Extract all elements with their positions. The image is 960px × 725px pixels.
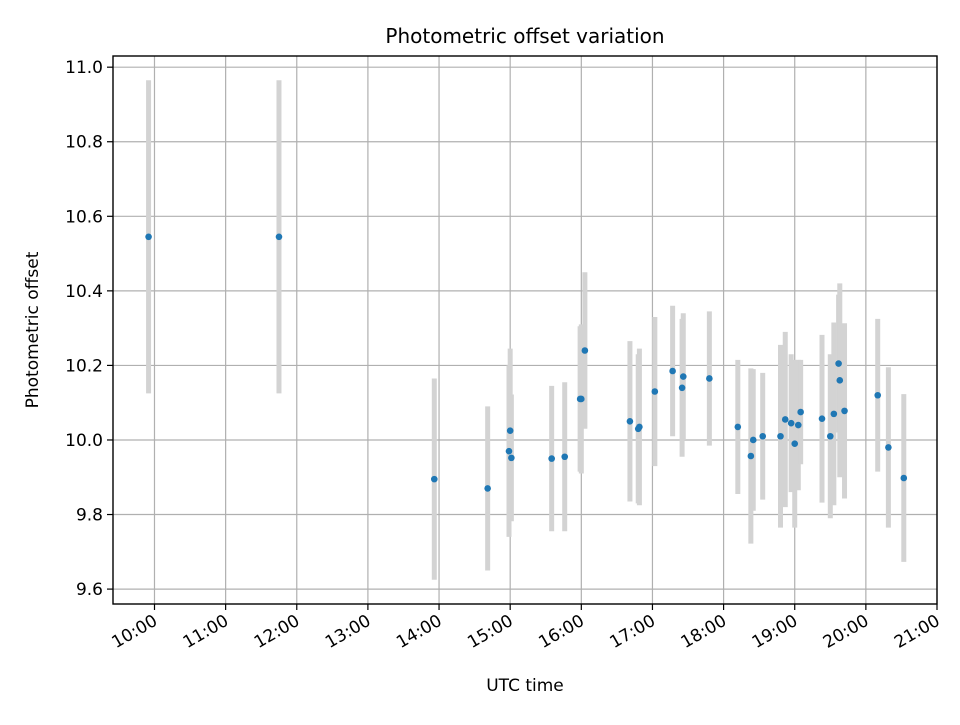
y-tick-label: 10.6 bbox=[65, 207, 103, 227]
x-tick-label: 17:00 bbox=[607, 611, 659, 653]
data-point bbox=[777, 432, 784, 440]
x-tick-label: 13:00 bbox=[322, 611, 374, 653]
x-tick-label: 19:00 bbox=[749, 611, 801, 653]
y-tick-label: 10.2 bbox=[65, 356, 103, 376]
data-point bbox=[835, 360, 842, 367]
y-tick-label: 9.8 bbox=[76, 506, 103, 526]
data-point bbox=[747, 452, 755, 460]
grid-layer bbox=[113, 56, 938, 604]
data-point bbox=[794, 421, 802, 429]
data-point bbox=[548, 455, 555, 462]
data-point bbox=[561, 453, 569, 461]
data-point bbox=[836, 377, 844, 384]
data-point bbox=[581, 347, 589, 354]
data-point bbox=[508, 454, 515, 462]
x-tick-label: 16:00 bbox=[535, 611, 587, 653]
x-tick-label: 21:00 bbox=[891, 611, 943, 653]
data-point bbox=[787, 419, 795, 427]
data-point bbox=[781, 416, 789, 423]
y-axis-label: Photometric offset bbox=[23, 251, 43, 408]
y-tick-label: 11.0 bbox=[65, 58, 103, 78]
data-point bbox=[841, 407, 848, 415]
data-point bbox=[749, 436, 757, 444]
x-tick-label: 15:00 bbox=[464, 611, 516, 653]
data-point bbox=[706, 375, 713, 382]
y-tick-label: 10.8 bbox=[65, 133, 103, 153]
plot-frame bbox=[112, 55, 938, 605]
data-point bbox=[669, 367, 676, 375]
data-point bbox=[759, 432, 767, 440]
data-point bbox=[679, 373, 687, 380]
x-tick-label: 14:00 bbox=[393, 611, 445, 653]
x-axis-label: UTC time bbox=[486, 676, 564, 696]
data-point bbox=[830, 410, 838, 418]
data-point bbox=[797, 408, 804, 416]
data-point bbox=[791, 440, 799, 448]
data-point bbox=[818, 415, 826, 423]
data-point bbox=[885, 444, 892, 451]
data-point bbox=[484, 485, 491, 492]
data-point bbox=[505, 447, 513, 455]
y-tick-label: 9.6 bbox=[76, 580, 103, 600]
y-tick-label: 10.4 bbox=[65, 282, 103, 302]
data-point bbox=[734, 423, 742, 431]
chart-title: Photometric offset variation bbox=[385, 24, 664, 48]
data-point bbox=[636, 423, 643, 431]
data-point bbox=[874, 391, 882, 399]
y-tick-label: 10.0 bbox=[65, 431, 103, 451]
x-tick-label: 10:00 bbox=[109, 611, 161, 653]
data-point bbox=[626, 418, 634, 425]
data-point bbox=[826, 432, 834, 440]
point-layer bbox=[145, 233, 908, 492]
x-tick-label: 12:00 bbox=[251, 611, 303, 653]
data-point bbox=[506, 427, 514, 434]
data-point bbox=[431, 475, 438, 483]
data-point bbox=[678, 384, 686, 392]
data-point bbox=[578, 395, 585, 403]
data-point bbox=[275, 233, 283, 241]
x-tick-label: 11:00 bbox=[180, 611, 232, 653]
data-point bbox=[651, 388, 659, 395]
x-tick-label: 18:00 bbox=[678, 611, 730, 653]
x-tick-label: 20:00 bbox=[820, 611, 872, 653]
data-point bbox=[900, 474, 908, 482]
tick-layer: 10:00 11:00 12:00 13:00 14:00 15:00 16:00 17:00… bbox=[65, 58, 943, 653]
errorbar-layer bbox=[146, 80, 907, 580]
data-point bbox=[145, 233, 152, 241]
